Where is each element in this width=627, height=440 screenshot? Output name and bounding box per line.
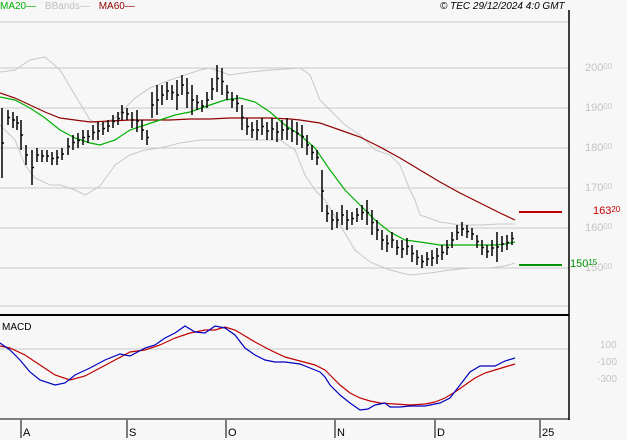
x-label-sep: S bbox=[129, 427, 137, 439]
macd-line bbox=[0, 325, 516, 411]
price-label-190: 19000 bbox=[585, 102, 613, 114]
price-label-200: 20000 bbox=[585, 62, 613, 74]
x-label-dec: D bbox=[437, 427, 445, 439]
ma20-line bbox=[0, 96, 516, 246]
ma60-line bbox=[0, 92, 516, 221]
legend-ma60-swatch: — bbox=[124, 1, 135, 12]
macd-label-minus100: -100 bbox=[597, 357, 618, 368]
x-label-oct: O bbox=[228, 427, 237, 439]
x-label-aug: A bbox=[23, 427, 31, 439]
macd-label-minus300: -300 bbox=[597, 374, 618, 385]
price-label-160: 16000 bbox=[585, 222, 613, 234]
bband-lower bbox=[0, 124, 516, 276]
ohlc-bars bbox=[1, 65, 514, 268]
legend-ma20-swatch: — bbox=[26, 1, 37, 12]
legend-ma60: MA60 bbox=[98, 1, 125, 12]
legend-ma20: MA20 bbox=[0, 1, 27, 12]
x-ticks bbox=[20, 420, 541, 438]
bband-upper bbox=[0, 56, 515, 226]
x-label-2025: 25 bbox=[542, 427, 555, 439]
legend-bbands-swatch: — bbox=[79, 1, 90, 12]
macd-signal-line bbox=[0, 326, 516, 406]
copyright-timestamp: © TEC 29/12/2024 4:0 GMT bbox=[440, 1, 565, 12]
ma20-level-label: 15015 bbox=[570, 258, 598, 270]
macd-label-100: 100 bbox=[600, 340, 617, 351]
macd-title: MACD bbox=[2, 322, 32, 333]
x-label-nov: N bbox=[337, 427, 345, 439]
legend-bbands: BBands bbox=[44, 1, 80, 12]
chart-legend: MA20— BBands— MA60— bbox=[0, 1, 141, 12]
price-label-180: 18000 bbox=[585, 142, 613, 154]
price-label-150: 15000 bbox=[585, 262, 613, 274]
ma60-level-label: 16320 bbox=[593, 205, 621, 217]
price-label-170: 17000 bbox=[585, 182, 613, 194]
price-grid bbox=[0, 21, 569, 350]
